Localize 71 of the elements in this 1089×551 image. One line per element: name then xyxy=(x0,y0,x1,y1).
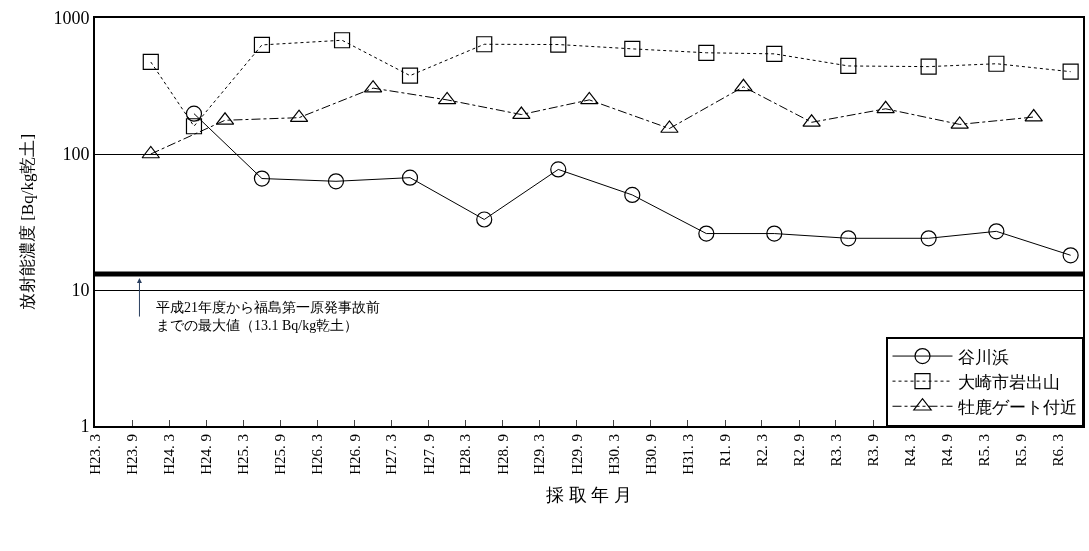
point xyxy=(988,55,1005,72)
point xyxy=(876,100,895,114)
x-tick-label: R5. 9 xyxy=(1013,434,1030,467)
x-tick-label: H27. 9 xyxy=(420,434,437,475)
point xyxy=(1062,247,1079,264)
x-tick-label: R6. 3 xyxy=(1050,434,1067,467)
x-tick-label: H28. 3 xyxy=(457,434,474,475)
x-tick-label: R3. 9 xyxy=(865,434,882,467)
x-tick-label: R4. 9 xyxy=(939,434,956,467)
point xyxy=(840,57,857,75)
x-tick-label: H25. 3 xyxy=(235,434,252,475)
point xyxy=(327,173,345,190)
legend-label: 大崎市岩出山 xyxy=(957,372,1060,392)
point xyxy=(333,32,351,49)
x-tick-label: R2. 9 xyxy=(791,434,808,467)
x-tick-label: H30. 9 xyxy=(642,434,659,475)
point xyxy=(550,161,567,178)
point xyxy=(142,53,159,71)
y-tick-label: 1 xyxy=(80,416,90,437)
x-tick-label: R1. 9 xyxy=(716,434,733,467)
point xyxy=(253,170,271,187)
point xyxy=(289,109,309,123)
y-tick-label: 1000 xyxy=(53,8,90,29)
x-tick-label: H26. 3 xyxy=(309,434,326,475)
x-tick-label: R4. 3 xyxy=(901,434,918,467)
x-tick-label: H23. 3 xyxy=(86,434,103,475)
point xyxy=(185,105,203,122)
y-tick-label: 10 xyxy=(71,280,90,301)
x-axis-title: 採 取 年 月 xyxy=(546,485,632,506)
point xyxy=(920,230,937,247)
y-axis-title: 放射能濃度 [Bq/kg乾土] xyxy=(18,133,38,311)
point xyxy=(185,118,203,135)
x-tick-label: H25. 9 xyxy=(272,434,289,475)
x-tick-label: R2. 3 xyxy=(753,434,770,467)
x-tick-label: H24. 9 xyxy=(198,434,215,475)
x-tick-label: H26. 9 xyxy=(346,434,363,475)
point xyxy=(920,58,937,75)
point xyxy=(766,45,783,62)
x-tick-label: R5. 3 xyxy=(975,434,992,467)
point xyxy=(141,145,161,159)
x-tick-label: H29. 3 xyxy=(531,434,548,475)
point xyxy=(624,40,641,57)
x-tick-label: H23. 9 xyxy=(124,434,141,475)
x-tick-label: H29. 9 xyxy=(568,434,585,475)
point xyxy=(476,211,493,228)
point xyxy=(698,225,715,242)
x-tick-label: H31. 3 xyxy=(679,434,696,475)
legend-label: 谷川浜 xyxy=(957,347,1009,367)
point xyxy=(476,36,493,53)
point xyxy=(401,67,419,84)
point xyxy=(766,225,783,242)
point xyxy=(437,91,457,105)
point xyxy=(253,36,271,54)
x-tick-label: H27. 3 xyxy=(383,434,400,475)
x-tick-label: R3. 3 xyxy=(827,434,844,467)
point xyxy=(734,78,753,92)
point xyxy=(624,186,641,204)
ref-line-label: 平成21年度から福島第一原発事故前までの最大値（13.1 Bq/kg乾土） xyxy=(156,300,380,334)
point xyxy=(550,36,567,53)
point xyxy=(698,44,715,61)
point xyxy=(1024,108,1043,122)
point xyxy=(401,169,419,186)
point xyxy=(840,230,857,247)
point xyxy=(580,91,599,105)
x-tick-label: H28. 9 xyxy=(494,434,511,475)
y-tick-label: 100 xyxy=(62,144,90,165)
point xyxy=(1062,63,1079,80)
point xyxy=(988,223,1005,240)
x-tick-label: H24. 3 xyxy=(161,434,178,475)
legend-label: 牡鹿ゲート付近 xyxy=(957,397,1077,417)
x-tick-label: H30. 3 xyxy=(605,434,622,475)
